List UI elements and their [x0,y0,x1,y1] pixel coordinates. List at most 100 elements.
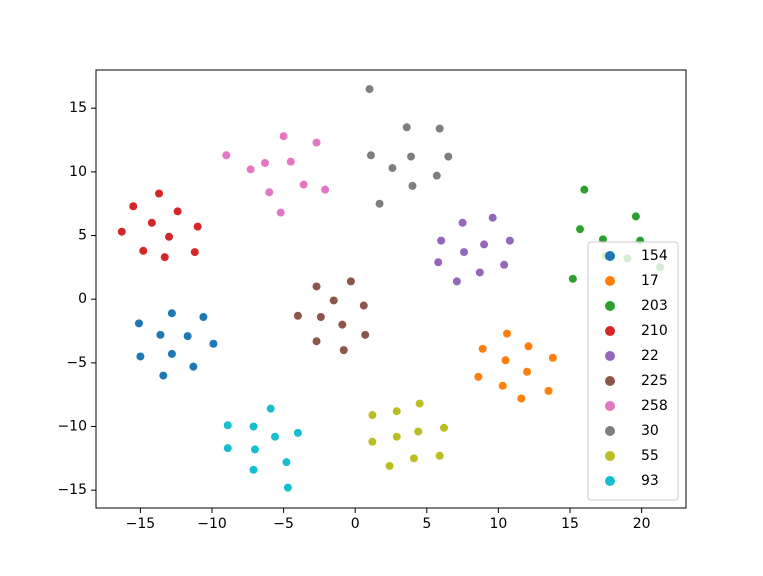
point [392,407,401,416]
legend-marker [605,401,615,411]
y-tick-label: −5 [66,355,87,371]
point [414,427,423,436]
point [155,189,164,198]
legend-label: 17 [641,273,659,289]
point [266,404,275,413]
point [385,461,394,470]
point [460,248,469,257]
point [478,344,487,353]
point [265,188,274,197]
point [502,329,511,338]
point [271,432,280,441]
point [246,165,255,174]
legend-box [587,241,679,501]
point [409,454,418,463]
point [329,296,338,305]
legend-label: 258 [641,398,668,414]
plot-frame [95,69,687,509]
point [312,282,321,291]
legend-label: 93 [641,473,659,489]
legend-label: 203 [641,298,668,314]
point [167,309,176,318]
legend-marker [605,276,615,286]
y-tick-label: −10 [57,419,87,435]
x-tick-label: −5 [273,516,294,532]
point [159,371,168,380]
point [249,422,258,431]
point [139,246,148,255]
legend-marker [605,376,615,386]
legend-label: 30 [641,423,659,439]
point [580,185,589,194]
point [193,222,202,231]
x-tick-label: 0 [351,516,360,532]
point [524,342,533,351]
point [375,199,384,208]
point [523,367,532,376]
point [209,339,218,348]
point [452,277,461,286]
y-tick-label: −15 [57,482,87,498]
point [368,411,377,420]
point [293,311,302,320]
point [249,465,258,474]
point [517,394,526,403]
point [339,346,348,355]
y-tick-label: 15 [69,100,87,116]
point [312,138,321,147]
x-tick-label: −10 [197,516,227,532]
point [173,207,182,216]
point [435,451,444,460]
point [223,421,232,430]
point [408,181,417,190]
point [474,372,483,381]
x-tick-label: 10 [489,516,507,532]
point [117,227,126,236]
point [544,386,553,395]
point [250,445,259,454]
point [432,171,441,180]
point [276,208,285,217]
point [286,157,295,166]
point [136,352,145,361]
point [366,151,375,160]
x-tick-label: −15 [126,516,156,532]
point [299,180,308,189]
point [568,274,577,283]
point [223,444,232,453]
point [338,320,347,329]
point [167,349,176,358]
point [631,212,640,221]
x-tick-label: 5 [422,516,431,532]
point [312,337,321,346]
point [321,185,330,194]
point [222,151,231,160]
point [598,235,607,244]
x-tick-label: 20 [633,516,651,532]
point [475,268,484,277]
point [480,240,489,249]
legend-label: 55 [641,448,659,464]
point [346,277,355,286]
legend-marker [605,251,615,261]
point [160,253,169,262]
point [279,132,288,141]
point [434,258,443,267]
point [361,330,370,339]
point [501,356,510,365]
point [388,164,397,173]
point [505,236,514,245]
point [548,353,557,362]
legend-marker [605,351,615,361]
legend-label: 210 [641,323,668,339]
point [402,123,411,132]
point [392,432,401,441]
point [147,218,156,227]
point [444,152,453,161]
point [199,313,208,322]
point [190,248,199,257]
point [488,213,497,222]
legend-marker [605,326,615,336]
y-tick-label: 10 [69,164,87,180]
